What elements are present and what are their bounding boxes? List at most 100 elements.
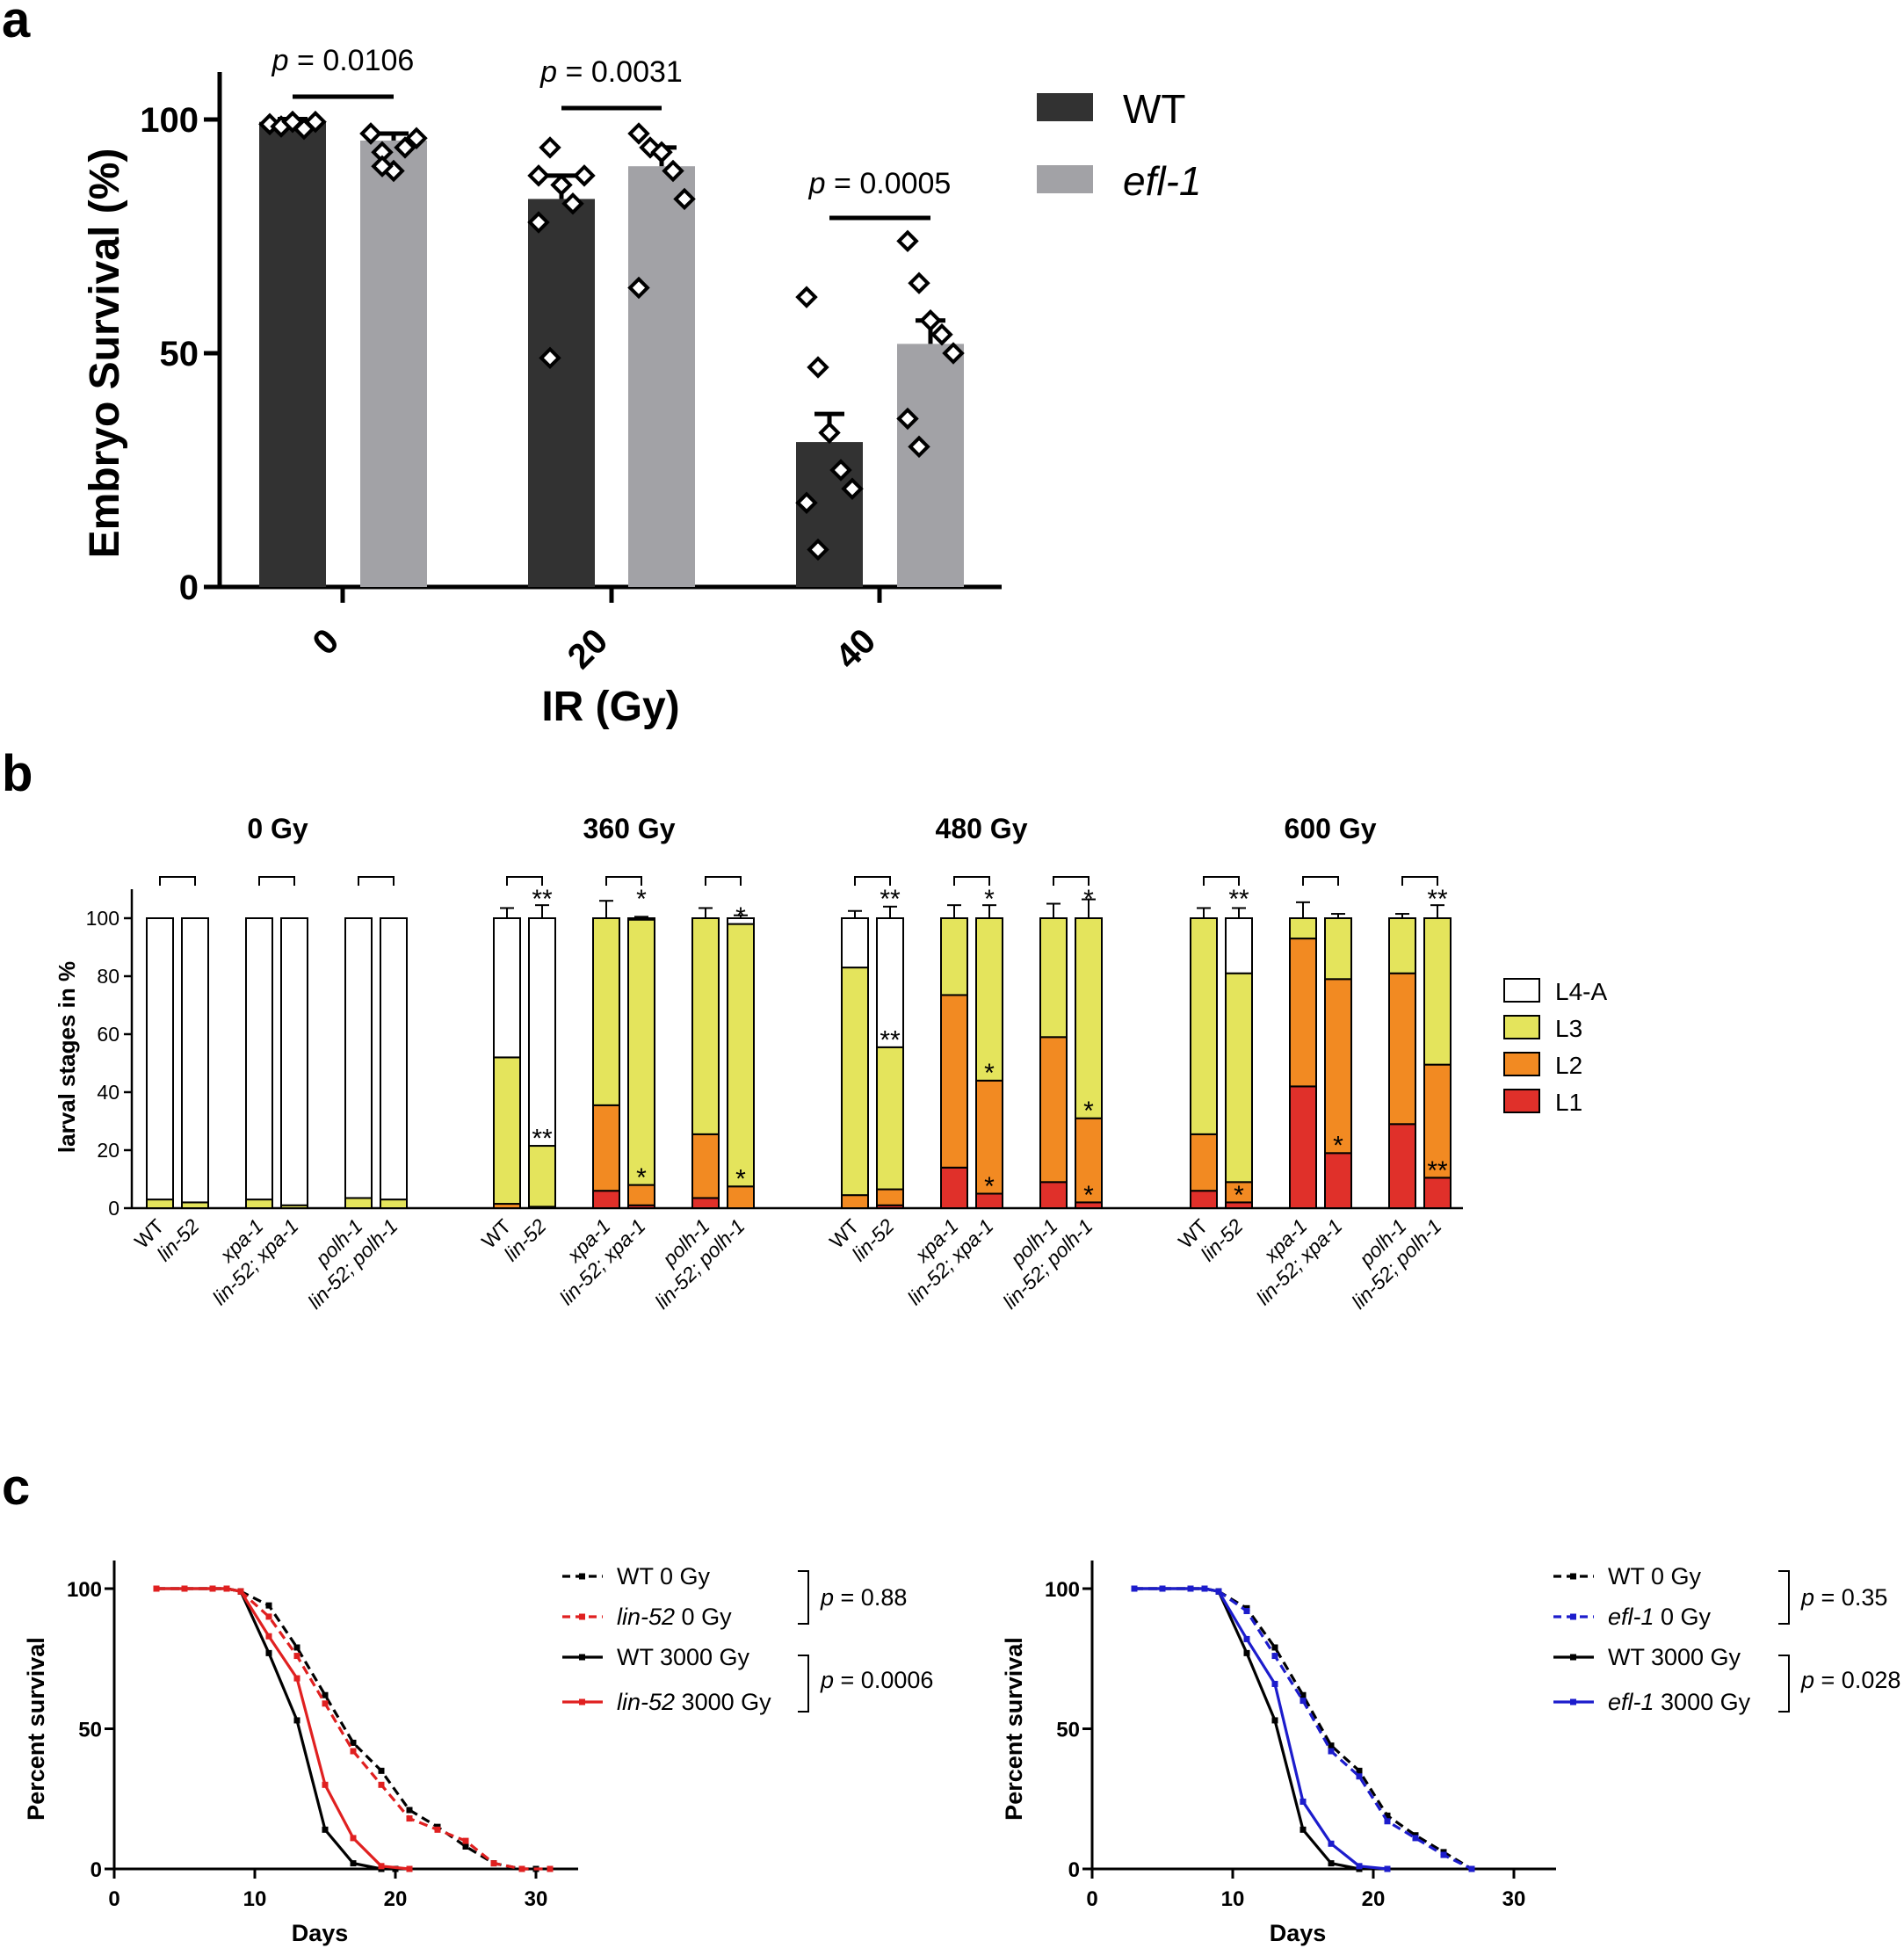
stacked-segment-L4A [841, 917, 869, 969]
data-point [359, 122, 382, 145]
survival-point [1243, 1608, 1250, 1615]
x-tick-label: 0 [108, 1887, 119, 1911]
survival-point [1356, 1863, 1363, 1870]
x-axis-title: Days [292, 1920, 349, 1946]
legend-label-efl1: efl-1 [1123, 158, 1201, 204]
x-tick-label: 0 [1086, 1887, 1097, 1911]
comparison-bracket [605, 876, 642, 886]
significance-star: * [1234, 1181, 1244, 1210]
significance-star: * [984, 1059, 995, 1088]
survival-point [322, 1781, 329, 1788]
stacked-segment-L1 [1039, 1181, 1068, 1210]
survival-point [293, 1644, 300, 1651]
legend-label: WT 3000 Gy [1608, 1644, 1741, 1670]
stacked-segment-L4A [876, 917, 904, 1048]
data-point [930, 322, 953, 346]
stacked-segment-L2 [592, 1104, 620, 1192]
data-point [650, 141, 673, 163]
survival-point [1299, 1698, 1307, 1705]
survival-point [1384, 1865, 1391, 1872]
y-tick-label: 50 [160, 335, 199, 373]
y-tick-label: 50 [1056, 1719, 1080, 1742]
stacked-segment-L3 [940, 917, 968, 996]
survival-line [156, 1587, 395, 1871]
data-point [281, 110, 304, 134]
stacked-segment-L3 [1075, 917, 1103, 1119]
pvalue-bracket [798, 1655, 809, 1713]
strain-label: lin-52 [152, 1214, 203, 1265]
bar-wt [796, 442, 863, 587]
survival-point [1299, 1798, 1307, 1805]
stacked-segment-L4A [245, 917, 273, 1201]
significance-star: * [636, 1163, 647, 1192]
survival-line [156, 1587, 550, 1871]
data-point [561, 192, 584, 215]
legend-point [1570, 1573, 1576, 1580]
data-point [908, 435, 930, 459]
stacked-segment-L1 [1324, 1152, 1352, 1210]
data-point [807, 356, 829, 379]
data-point [795, 286, 818, 308]
comparison-bracket [1401, 876, 1438, 886]
y-tick-label: 0 [108, 1197, 119, 1220]
legend-point [1570, 1698, 1576, 1705]
survival-point [1384, 1812, 1391, 1819]
survival-point [350, 1748, 357, 1755]
legend-point [1570, 1654, 1576, 1661]
survival-point [434, 1826, 441, 1833]
legend-label: L4-A [1555, 978, 1607, 1005]
data-point [896, 229, 919, 253]
stacked-segment-L3 [146, 1198, 174, 1209]
x-axis-title: IR (Gy) [541, 684, 679, 730]
x-tick-label: 30 [525, 1887, 548, 1911]
survival-point [265, 1613, 272, 1620]
survival-point [1299, 1826, 1307, 1833]
y-tick-label: 0 [90, 1858, 102, 1882]
survival-point [322, 1691, 329, 1698]
x-tick-label: 20 [384, 1887, 408, 1911]
survival-point [1299, 1691, 1307, 1698]
survival-point [265, 1649, 272, 1656]
group-title: 480 Gy [936, 813, 1028, 844]
legend-point [579, 1613, 585, 1620]
data-point [627, 122, 650, 145]
stacked-segment-L2 [1289, 938, 1317, 1088]
strain-label: lin-52 [499, 1214, 550, 1265]
stacked-segment-L4A [181, 917, 209, 1204]
stacked-segment-L3 [1423, 917, 1452, 1066]
survival-point [1356, 1773, 1363, 1780]
survival-point [1201, 1585, 1208, 1592]
survival-point [293, 1717, 300, 1724]
y-tick-label: 0 [179, 568, 199, 607]
panel-c-left-lin52-survival-chart: 0 50 100 0 10 20 30 Days Percent survival WT 0 Gy… [23, 1561, 933, 1946]
stacked-segment-L3 [380, 1198, 408, 1209]
pvalue-label: p = 0.028 [1800, 1667, 1900, 1693]
legend-label: L2 [1555, 1052, 1582, 1079]
stacked-segment-L2 [876, 1188, 904, 1206]
strain-label: lin-52 [847, 1214, 898, 1265]
data-point [527, 211, 550, 234]
bar-efl1 [360, 140, 427, 587]
data-point [807, 538, 829, 561]
survival-point [1215, 1588, 1222, 1595]
x-tick-label: 30 [1502, 1887, 1526, 1911]
x-tick-label: 10 [1221, 1887, 1245, 1911]
data-point [673, 187, 696, 211]
data-point [829, 459, 852, 482]
legend-label: WT 3000 Gy [617, 1644, 750, 1670]
survival-point [293, 1675, 300, 1682]
comparison-bracket [1053, 876, 1090, 886]
stacked-segment-L3 [1289, 917, 1317, 940]
stacked-segment-L3 [592, 917, 620, 1106]
legend-swatch [1503, 978, 1540, 1003]
stacked-segment-L3 [493, 1056, 521, 1206]
stacked-segment-L2 [841, 1194, 869, 1210]
stacked-segment-L2 [1075, 1117, 1103, 1204]
survival-point [1187, 1585, 1194, 1592]
stacked-segment-L1 [1289, 1085, 1317, 1210]
pvalue-label: p = 0.0031 [539, 55, 683, 89]
survival-point [1328, 1860, 1335, 1867]
bar-efl1 [897, 344, 964, 587]
legend-label: L1 [1555, 1089, 1582, 1116]
